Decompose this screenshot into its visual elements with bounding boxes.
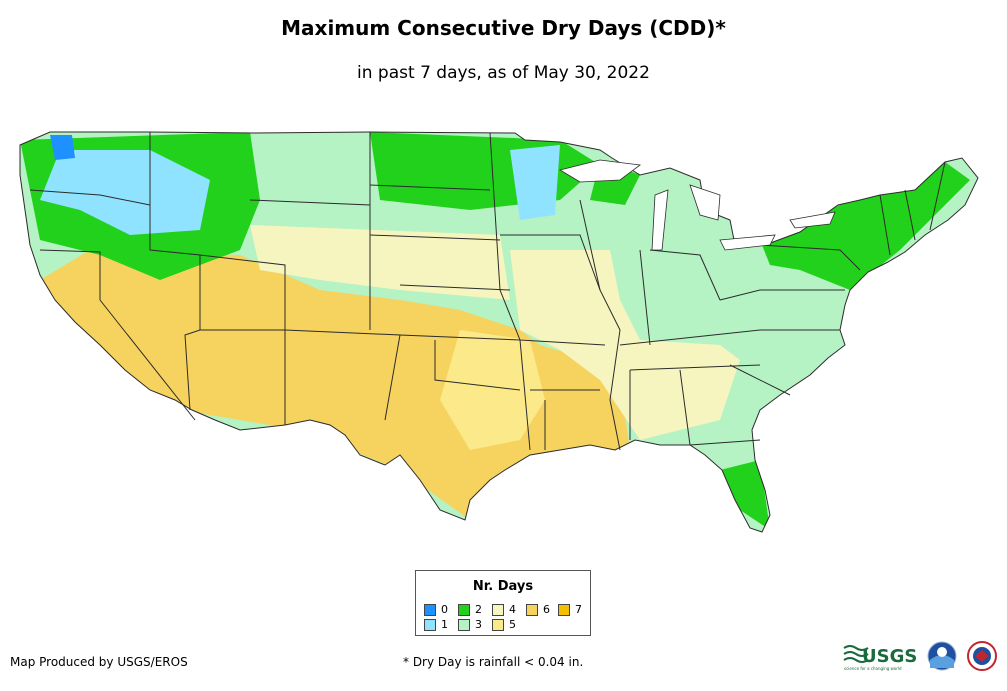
legend-label-2: 2 <box>475 603 482 616</box>
border-oh <box>649 249 721 301</box>
border-wv-va <box>719 289 845 301</box>
border-sd-ne <box>369 234 501 241</box>
fill-4-days-plains <box>250 225 510 300</box>
border-tn-south <box>629 364 761 371</box>
legend-item-2: 2 <box>458 603 482 616</box>
legend-title: Nr. Days <box>472 579 534 594</box>
border-wa-or <box>29 189 151 206</box>
border-id-nv-az <box>149 132 201 411</box>
legend-swatch-0 <box>424 603 436 616</box>
legend-item-7: 7 <box>558 603 582 616</box>
fill-2-days-fl <box>720 460 770 530</box>
usgs-logo-text: USGS <box>862 646 917 667</box>
map-credit: Map Produced by USGS/EROS <box>10 655 188 669</box>
fill-6-days <box>40 250 630 520</box>
border-nd-sd <box>369 184 491 191</box>
border-ne-ks <box>399 284 511 291</box>
legend-swatch-4 <box>492 603 504 616</box>
border-tn-ky <box>619 329 761 346</box>
legend-label-6: 6 <box>543 603 550 616</box>
lake-ontario <box>789 211 836 229</box>
legend-swatch-5 <box>492 618 504 631</box>
legend-swatch-1 <box>424 618 436 631</box>
border-ok-tx <box>434 340 521 391</box>
border-il-ms <box>579 199 621 451</box>
fill-2-days-ne <box>760 162 970 290</box>
lake-erie <box>719 234 776 251</box>
lake-huron <box>689 184 721 221</box>
border-ut <box>199 254 286 331</box>
border-ia <box>500 234 601 291</box>
border-mn-ia-mo-ar <box>489 132 531 451</box>
legend-item-4: 4 <box>492 603 516 616</box>
agency-logos: USGS science for a changing world <box>843 641 997 671</box>
border-in <box>639 249 651 346</box>
border-vt-nh <box>904 189 916 241</box>
border-al-ga <box>679 369 691 446</box>
border-ny-ne <box>879 194 891 256</box>
lake-michigan <box>651 189 669 251</box>
border-pa-ny <box>759 244 861 271</box>
border-mo-ar <box>519 339 606 346</box>
great-lakes <box>558 159 836 251</box>
fill-5-days <box>440 330 545 450</box>
legend-item-1: 1 <box>424 618 448 631</box>
precip-fill <box>20 132 978 532</box>
usgs-logo-icon: USGS science for a changing world <box>843 645 917 671</box>
legend-label-7: 7 <box>575 603 582 616</box>
lake-superior <box>558 159 642 183</box>
legend-item-0: 0 <box>424 603 448 616</box>
fill-1-day-mn <box>510 145 560 220</box>
legend-swatch-3 <box>458 618 470 631</box>
border-ca-nv <box>39 249 196 421</box>
legend-swatch-7 <box>558 603 570 616</box>
legend: Nr. Days 0 1 2 3 4 5 6 7 <box>415 570 591 636</box>
state-borders <box>19 131 979 533</box>
border-ks-ok <box>399 334 521 341</box>
border-sc <box>729 364 791 396</box>
legend-label-5: 5 <box>509 618 516 631</box>
legend-item-5: 5 <box>492 618 516 631</box>
legend-label-0: 0 <box>441 603 448 616</box>
legend-swatch-2 <box>458 603 470 616</box>
nws-logo-icon <box>967 641 997 671</box>
fill-1-day-nw <box>40 150 210 235</box>
legend-label-3: 3 <box>475 618 482 631</box>
map-subtitle: in past 7 days, as of May 30, 2022 <box>357 63 650 83</box>
fill-0-days <box>50 135 75 160</box>
border-fl <box>689 439 761 446</box>
legend-item-3: 3 <box>458 618 482 631</box>
dry-day-footnote: * Dry Day is rainfall < 0.04 in. <box>403 655 584 669</box>
usgs-logo-tagline: science for a changing world <box>844 666 902 671</box>
noaa-logo-icon <box>927 641 957 671</box>
border-me <box>929 161 946 231</box>
legend-label-1: 1 <box>441 618 448 631</box>
legend-label-4: 4 <box>509 603 516 616</box>
map-title: Maximum Consecutive Dry Days (CDD)* <box>281 16 726 40</box>
legend-item-6: 6 <box>526 603 550 616</box>
legend-swatch-6 <box>526 603 538 616</box>
